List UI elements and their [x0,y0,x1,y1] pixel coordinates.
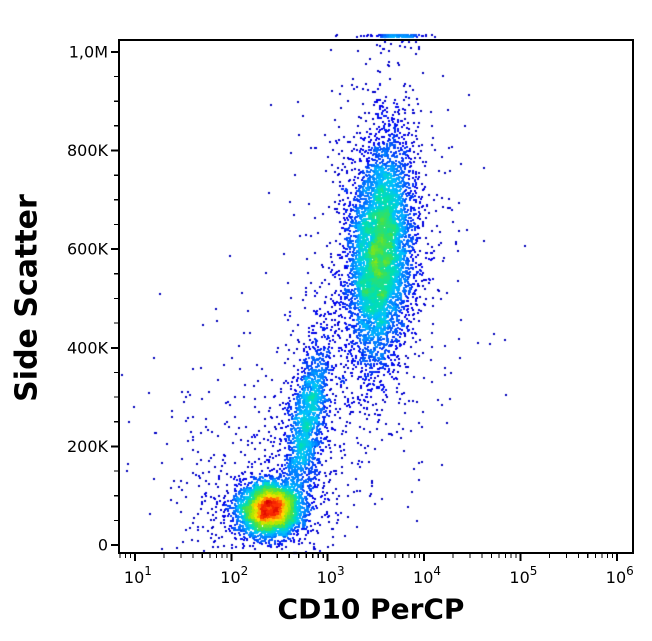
y-tick-label: 600K [67,240,109,259]
y-axis-title: Side Scatter [9,194,45,402]
x-tick-label: 103 [317,564,345,587]
y-tick-label: 200K [67,437,109,456]
y-tick-label: 0 [98,536,108,555]
x-tick-label: 106 [606,564,634,587]
x-tick-label: 104 [413,564,441,587]
plot-border [118,39,634,554]
y-tick-label: 800K [67,141,109,160]
y-tick-label: 400K [67,338,109,357]
x-axis-title: CD10 PerCP [277,592,465,626]
x-tick-label: 101 [124,564,152,587]
y-tick-label: 1,0M [69,42,108,61]
x-tick-label: 105 [509,564,537,587]
x-tick-label: 102 [220,564,248,587]
